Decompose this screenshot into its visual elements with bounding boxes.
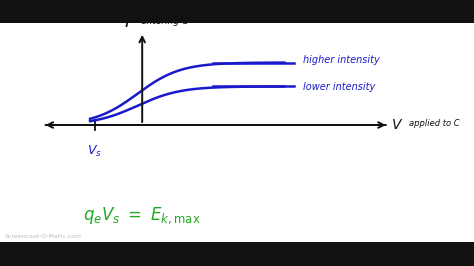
Text: lower intensity: lower intensity — [303, 82, 375, 92]
Text: $\mathit{V}$: $\mathit{V}$ — [391, 118, 403, 132]
Text: higher intensity: higher intensity — [303, 55, 380, 65]
Text: applied to C: applied to C — [409, 119, 459, 128]
Text: $q_e V_s\ =\ E_{k,\mathrm{max}}$: $q_e V_s\ =\ E_{k,\mathrm{max}}$ — [83, 205, 201, 226]
Text: Screencast-O-Matic.com: Screencast-O-Matic.com — [5, 234, 82, 239]
Text: $\mathit{V_s}$: $\mathit{V_s}$ — [87, 144, 102, 159]
Bar — [0, 0, 474, 23]
Text: $\mathit{I}$: $\mathit{I}$ — [124, 13, 130, 31]
Text: entering C: entering C — [141, 17, 188, 26]
Bar — [0, 242, 474, 266]
